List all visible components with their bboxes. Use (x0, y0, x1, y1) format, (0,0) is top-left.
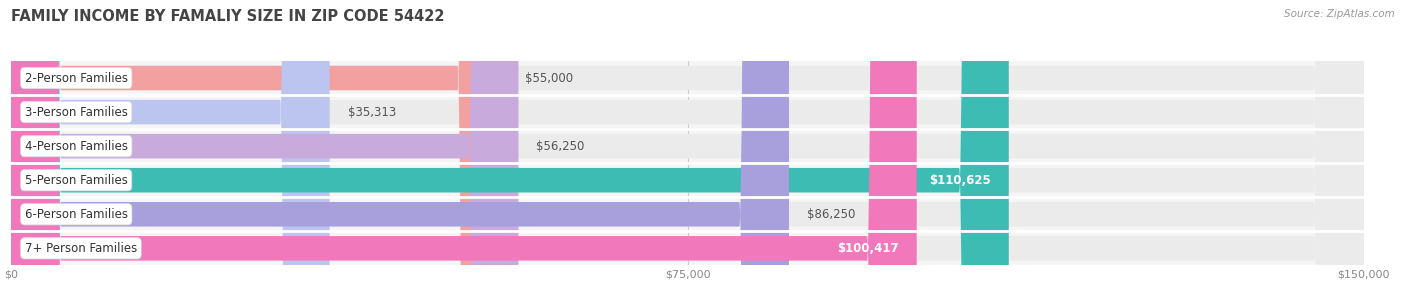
FancyBboxPatch shape (11, 0, 508, 305)
Text: Source: ZipAtlas.com: Source: ZipAtlas.com (1284, 9, 1395, 19)
FancyBboxPatch shape (11, 0, 329, 305)
FancyBboxPatch shape (11, 0, 1364, 305)
Text: 5-Person Families: 5-Person Families (25, 174, 128, 187)
Text: $86,250: $86,250 (807, 208, 855, 221)
Text: $100,417: $100,417 (837, 242, 898, 255)
FancyBboxPatch shape (11, 197, 1364, 231)
FancyBboxPatch shape (11, 163, 1364, 197)
FancyBboxPatch shape (11, 0, 917, 305)
Text: $110,625: $110,625 (929, 174, 991, 187)
FancyBboxPatch shape (11, 231, 1364, 265)
Text: 7+ Person Families: 7+ Person Families (25, 242, 136, 255)
Text: FAMILY INCOME BY FAMALIY SIZE IN ZIP CODE 54422: FAMILY INCOME BY FAMALIY SIZE IN ZIP COD… (11, 9, 444, 24)
FancyBboxPatch shape (11, 0, 789, 305)
FancyBboxPatch shape (11, 0, 1364, 305)
FancyBboxPatch shape (11, 0, 519, 305)
FancyBboxPatch shape (11, 0, 1364, 305)
FancyBboxPatch shape (11, 95, 1364, 129)
Text: $55,000: $55,000 (526, 72, 574, 84)
Text: 2-Person Families: 2-Person Families (25, 72, 128, 84)
Text: 4-Person Families: 4-Person Families (25, 140, 128, 152)
FancyBboxPatch shape (11, 0, 1364, 305)
Text: 6-Person Families: 6-Person Families (25, 208, 128, 221)
FancyBboxPatch shape (11, 129, 1364, 163)
FancyBboxPatch shape (11, 61, 1364, 95)
FancyBboxPatch shape (11, 0, 1364, 305)
Text: $35,313: $35,313 (347, 106, 396, 119)
FancyBboxPatch shape (11, 0, 1008, 305)
FancyBboxPatch shape (11, 0, 1364, 305)
Text: $56,250: $56,250 (537, 140, 585, 152)
Text: 3-Person Families: 3-Person Families (25, 106, 128, 119)
